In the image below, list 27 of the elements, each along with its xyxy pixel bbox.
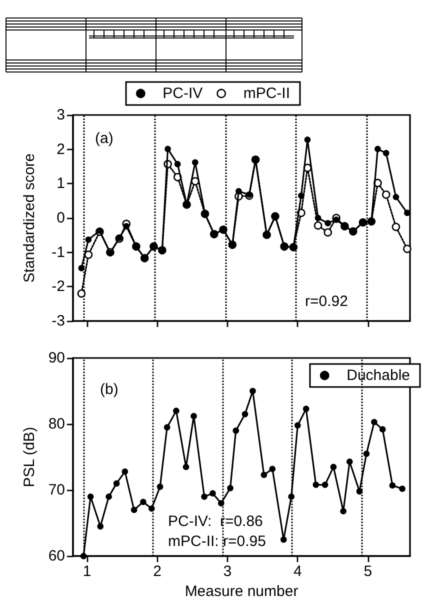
annotation: r=0.92 — [305, 293, 348, 310]
annotation: (a) — [95, 130, 114, 147]
annotation: (b) — [100, 381, 118, 398]
y-tick-label: 70 — [48, 482, 65, 499]
x-tick-label: 1 — [82, 563, 92, 580]
y-tick-label: -1 — [52, 244, 65, 261]
x-tick-label: 2 — [153, 563, 162, 580]
x-tick-label: 5 — [364, 563, 372, 580]
y-tick-label: 60 — [48, 548, 65, 565]
x-tick-label: 4 — [293, 563, 302, 580]
x-tick-label: 3 — [223, 563, 232, 580]
annotation: PC-IV: r=0.86 — [168, 513, 263, 530]
y-axis-title: PSL (dB) — [21, 426, 38, 488]
y-tick-label: -2 — [52, 278, 65, 296]
y-axis-title: Standardized score — [21, 153, 38, 283]
y-tick-label: 80 — [48, 416, 65, 433]
y-tick-label: 0 — [56, 210, 65, 226]
x-axis-title: Measure number — [184, 583, 298, 600]
y-tick-label: 90 — [48, 350, 65, 366]
y-tick-label: 1 — [56, 175, 65, 192]
annotation: mPC-II: r=0.95 — [168, 533, 266, 550]
legend-label: Duchable — [346, 367, 410, 384]
legend-label: PC-IV — [162, 85, 203, 102]
y-tick-label: -3 — [52, 312, 65, 330]
legend-label: mPC-II — [243, 85, 290, 102]
y-tick-label: 2 — [56, 140, 65, 158]
y-tick-label: 3 — [56, 106, 65, 124]
